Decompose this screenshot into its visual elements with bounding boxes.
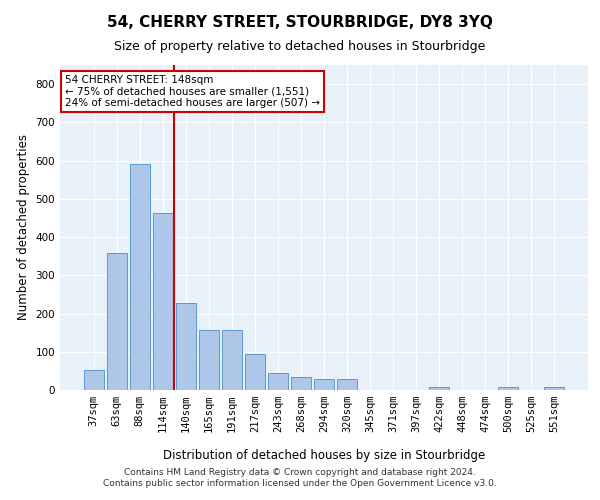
Bar — [314, 380, 334, 390]
Bar — [153, 213, 173, 390]
Text: 54, CHERRY STREET, STOURBRIDGE, DY8 3YQ: 54, CHERRY STREET, STOURBRIDGE, DY8 3YQ — [107, 15, 493, 30]
Y-axis label: Number of detached properties: Number of detached properties — [17, 134, 30, 320]
Bar — [268, 373, 288, 390]
Bar — [544, 387, 564, 390]
Bar — [499, 387, 518, 390]
Text: Distribution of detached houses by size in Stourbridge: Distribution of detached houses by size … — [163, 448, 485, 462]
Bar — [337, 380, 357, 390]
Bar — [430, 387, 449, 390]
Text: Contains HM Land Registry data © Crown copyright and database right 2024.
Contai: Contains HM Land Registry data © Crown c… — [103, 468, 497, 487]
Bar — [84, 370, 104, 390]
Bar — [245, 354, 265, 390]
Text: Size of property relative to detached houses in Stourbridge: Size of property relative to detached ho… — [115, 40, 485, 53]
Bar — [107, 253, 127, 390]
Bar — [199, 330, 218, 390]
Text: 54 CHERRY STREET: 148sqm
← 75% of detached houses are smaller (1,551)
24% of sem: 54 CHERRY STREET: 148sqm ← 75% of detach… — [65, 74, 320, 108]
Bar — [130, 164, 149, 390]
Bar — [222, 330, 242, 390]
Bar — [291, 376, 311, 390]
Bar — [176, 303, 196, 390]
